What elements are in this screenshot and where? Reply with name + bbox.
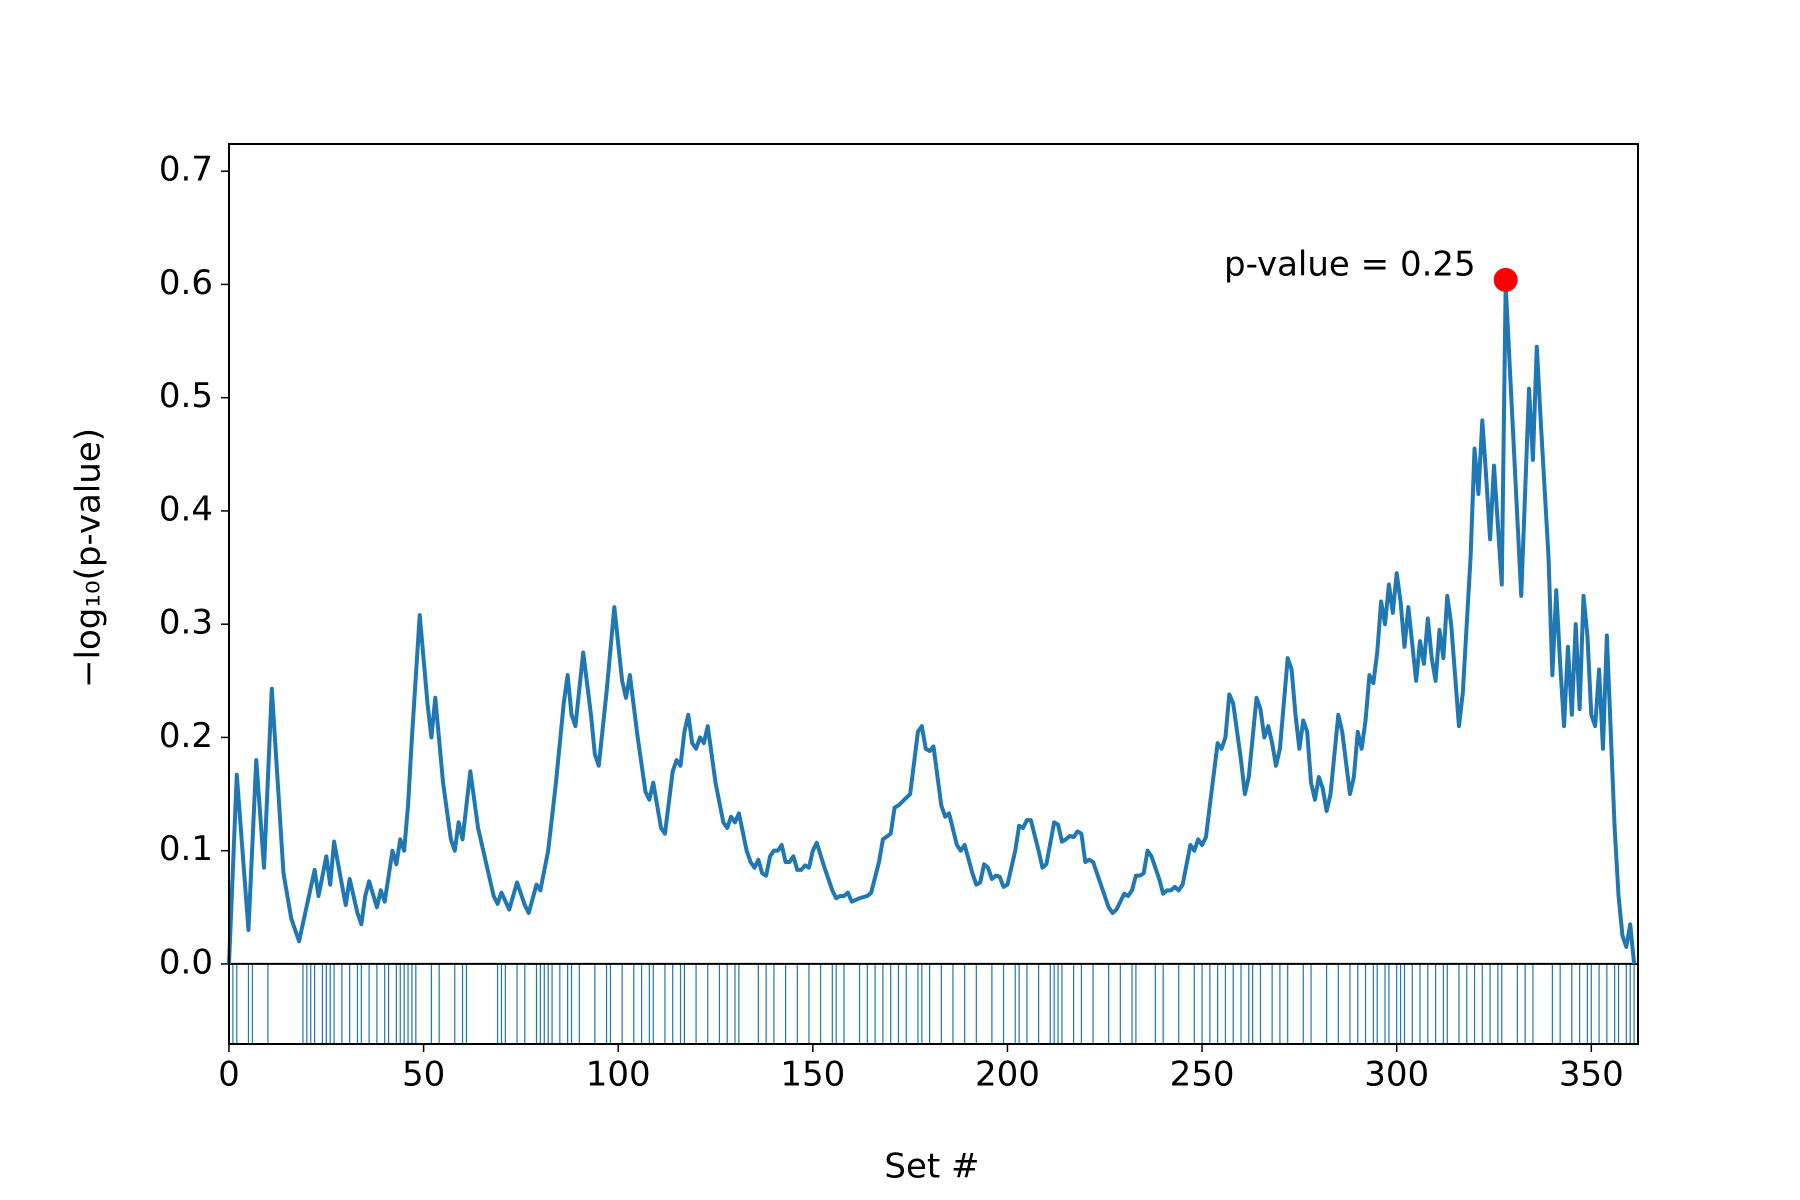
plot-frame [228, 143, 1639, 1045]
x-tick-label: 100 [586, 1055, 651, 1095]
line [227, 282, 1637, 965]
x-tick-label: 200 [975, 1055, 1040, 1095]
x-tick-label: 350 [1559, 1055, 1624, 1095]
annotation: p-value = 0.25 [1224, 244, 1476, 284]
x-tick-label: 0 [218, 1055, 240, 1095]
x-tick-label: 50 [402, 1055, 445, 1095]
x-tick-label: 250 [1170, 1055, 1235, 1095]
y-tick-label: 0.3 [159, 603, 213, 643]
x-tick-label: 300 [1364, 1055, 1429, 1095]
y-tick-label: 0.0 [159, 942, 213, 982]
highlight-point [1493, 267, 1518, 292]
y-tick-label: 0.1 [159, 829, 213, 869]
y-tick-label: 0.2 [159, 716, 213, 756]
y-axis-label: −log₁₀(p-value) [69, 428, 109, 688]
y-tick-label: 0.6 [159, 263, 213, 303]
y-tick-label: 0.4 [159, 489, 213, 529]
y-tick-label: 0.5 [159, 376, 213, 416]
x-tick-label: 150 [780, 1055, 845, 1095]
x-axis-label: Set # [884, 1147, 979, 1187]
y-tick-label: 0.7 [159, 150, 213, 190]
